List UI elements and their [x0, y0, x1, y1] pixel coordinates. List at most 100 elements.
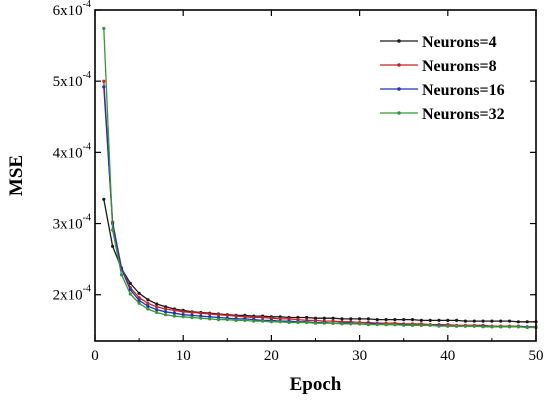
data-point-neurons-32 [234, 318, 238, 322]
data-point-neurons-16 [137, 298, 141, 302]
legend-label-neurons-4: Neurons=4 [422, 34, 497, 51]
data-point-neurons-8 [269, 316, 273, 320]
data-point-neurons-32 [507, 325, 512, 329]
data-point-neurons-4 [490, 319, 494, 323]
legend-label-neurons-32: Neurons=32 [422, 106, 505, 123]
series-line-neurons-4 [103, 199, 536, 323]
data-point-neurons-8 [181, 310, 185, 314]
data-point-neurons-4 [349, 317, 353, 321]
data-point-neurons-32 [366, 323, 370, 327]
data-point-neurons-16 [102, 85, 106, 89]
data-point-neurons-4 [455, 318, 459, 322]
data-point-neurons-4 [102, 197, 106, 201]
data-point-neurons-8 [278, 317, 282, 321]
x-tick-label: 50 [529, 348, 544, 364]
data-point-neurons-32 [172, 314, 176, 318]
data-point-neurons-32 [199, 316, 203, 320]
data-point-neurons-32 [119, 273, 124, 277]
data-point-neurons-8 [234, 314, 238, 318]
y-tick-mantissa: 3x10 [53, 217, 83, 233]
data-point-neurons-4 [525, 320, 529, 324]
x-tick-label: 40 [440, 348, 455, 364]
data-point-neurons-4 [499, 319, 503, 323]
data-point-neurons-8 [225, 313, 229, 317]
x-tick-label: 20 [264, 348, 279, 364]
data-point-neurons-4 [366, 317, 370, 321]
y-tick-label: 3x10-4 [53, 213, 91, 233]
data-point-neurons-4 [384, 318, 388, 322]
data-point-neurons-4 [164, 305, 168, 309]
plot-area [102, 26, 538, 330]
data-point-neurons-16 [155, 308, 159, 312]
data-point-neurons-4 [472, 319, 476, 323]
y-tick-exponent: -4 [83, 284, 91, 295]
data-point-neurons-32 [155, 310, 159, 315]
data-point-neurons-4 [410, 318, 415, 322]
data-point-neurons-32 [525, 325, 529, 330]
data-point-neurons-4 [481, 319, 485, 323]
data-point-neurons-4 [446, 318, 450, 322]
data-point-neurons-16 [172, 311, 176, 315]
data-point-neurons-32 [164, 313, 168, 317]
legend: Neurons=4 Neurons=8 Neurons=16 Neurons=32 [380, 34, 505, 123]
legend-marker-neurons-8 [397, 63, 401, 67]
data-point-neurons-32 [349, 322, 353, 326]
y-tick-exponent: -4 [83, 141, 91, 152]
x-tick-label: 30 [352, 348, 367, 364]
y-tick-label: 2x10-4 [53, 284, 91, 304]
y-tick-exponent: -4 [83, 213, 91, 224]
data-point-neurons-32 [269, 320, 273, 324]
data-point-neurons-32 [402, 323, 406, 327]
legend-label-neurons-16: Neurons=16 [422, 82, 505, 99]
data-point-neurons-4 [331, 316, 335, 320]
data-point-neurons-4 [437, 318, 441, 322]
data-point-neurons-32 [455, 324, 459, 328]
y-tick-mantissa: 2x10 [53, 288, 83, 304]
data-point-neurons-4 [419, 318, 423, 322]
data-point-neurons-32 [252, 319, 256, 323]
y-tick-label: 6x10-4 [53, 0, 91, 19]
y-tick-label: 4x10-4 [53, 141, 91, 161]
data-point-neurons-4 [340, 317, 344, 321]
legend-marker-neurons-16 [397, 87, 401, 91]
data-point-neurons-32 [278, 320, 282, 324]
data-point-neurons-8 [216, 313, 221, 317]
data-point-neurons-32 [313, 321, 318, 325]
data-point-neurons-4 [402, 318, 406, 322]
data-point-neurons-8 [172, 308, 176, 312]
data-point-neurons-32 [111, 228, 115, 232]
data-point-neurons-32 [340, 322, 344, 326]
data-point-neurons-32 [516, 325, 521, 329]
data-point-neurons-8 [296, 318, 300, 322]
data-point-neurons-32 [410, 323, 415, 327]
data-point-neurons-32 [305, 320, 309, 325]
data-point-neurons-4 [393, 318, 397, 322]
data-point-neurons-8 [155, 305, 159, 309]
data-point-neurons-32 [225, 318, 229, 322]
data-point-neurons-32 [322, 321, 326, 325]
data-point-neurons-32 [428, 323, 432, 327]
data-point-neurons-8 [190, 310, 194, 315]
data-point-neurons-16 [128, 288, 132, 292]
data-point-neurons-4 [128, 281, 132, 285]
data-point-neurons-4 [358, 317, 362, 321]
data-point-neurons-32 [358, 322, 362, 326]
data-point-neurons-4 [428, 318, 432, 322]
data-point-neurons-4 [305, 315, 309, 320]
data-point-neurons-4 [313, 316, 318, 320]
data-point-neurons-32 [243, 318, 247, 322]
y-tick-mantissa: 5x10 [53, 74, 83, 90]
data-point-neurons-32 [287, 320, 291, 325]
data-point-neurons-4 [322, 316, 326, 320]
data-point-neurons-8 [164, 307, 168, 311]
data-point-neurons-32 [181, 315, 185, 319]
data-point-neurons-16 [146, 304, 150, 308]
data-point-neurons-4 [375, 318, 379, 322]
data-point-neurons-32 [261, 319, 265, 323]
data-point-neurons-32 [137, 301, 141, 305]
data-point-neurons-4 [463, 319, 467, 323]
data-point-neurons-32 [463, 324, 467, 328]
data-point-neurons-8 [102, 79, 106, 83]
data-point-neurons-32 [331, 321, 335, 325]
